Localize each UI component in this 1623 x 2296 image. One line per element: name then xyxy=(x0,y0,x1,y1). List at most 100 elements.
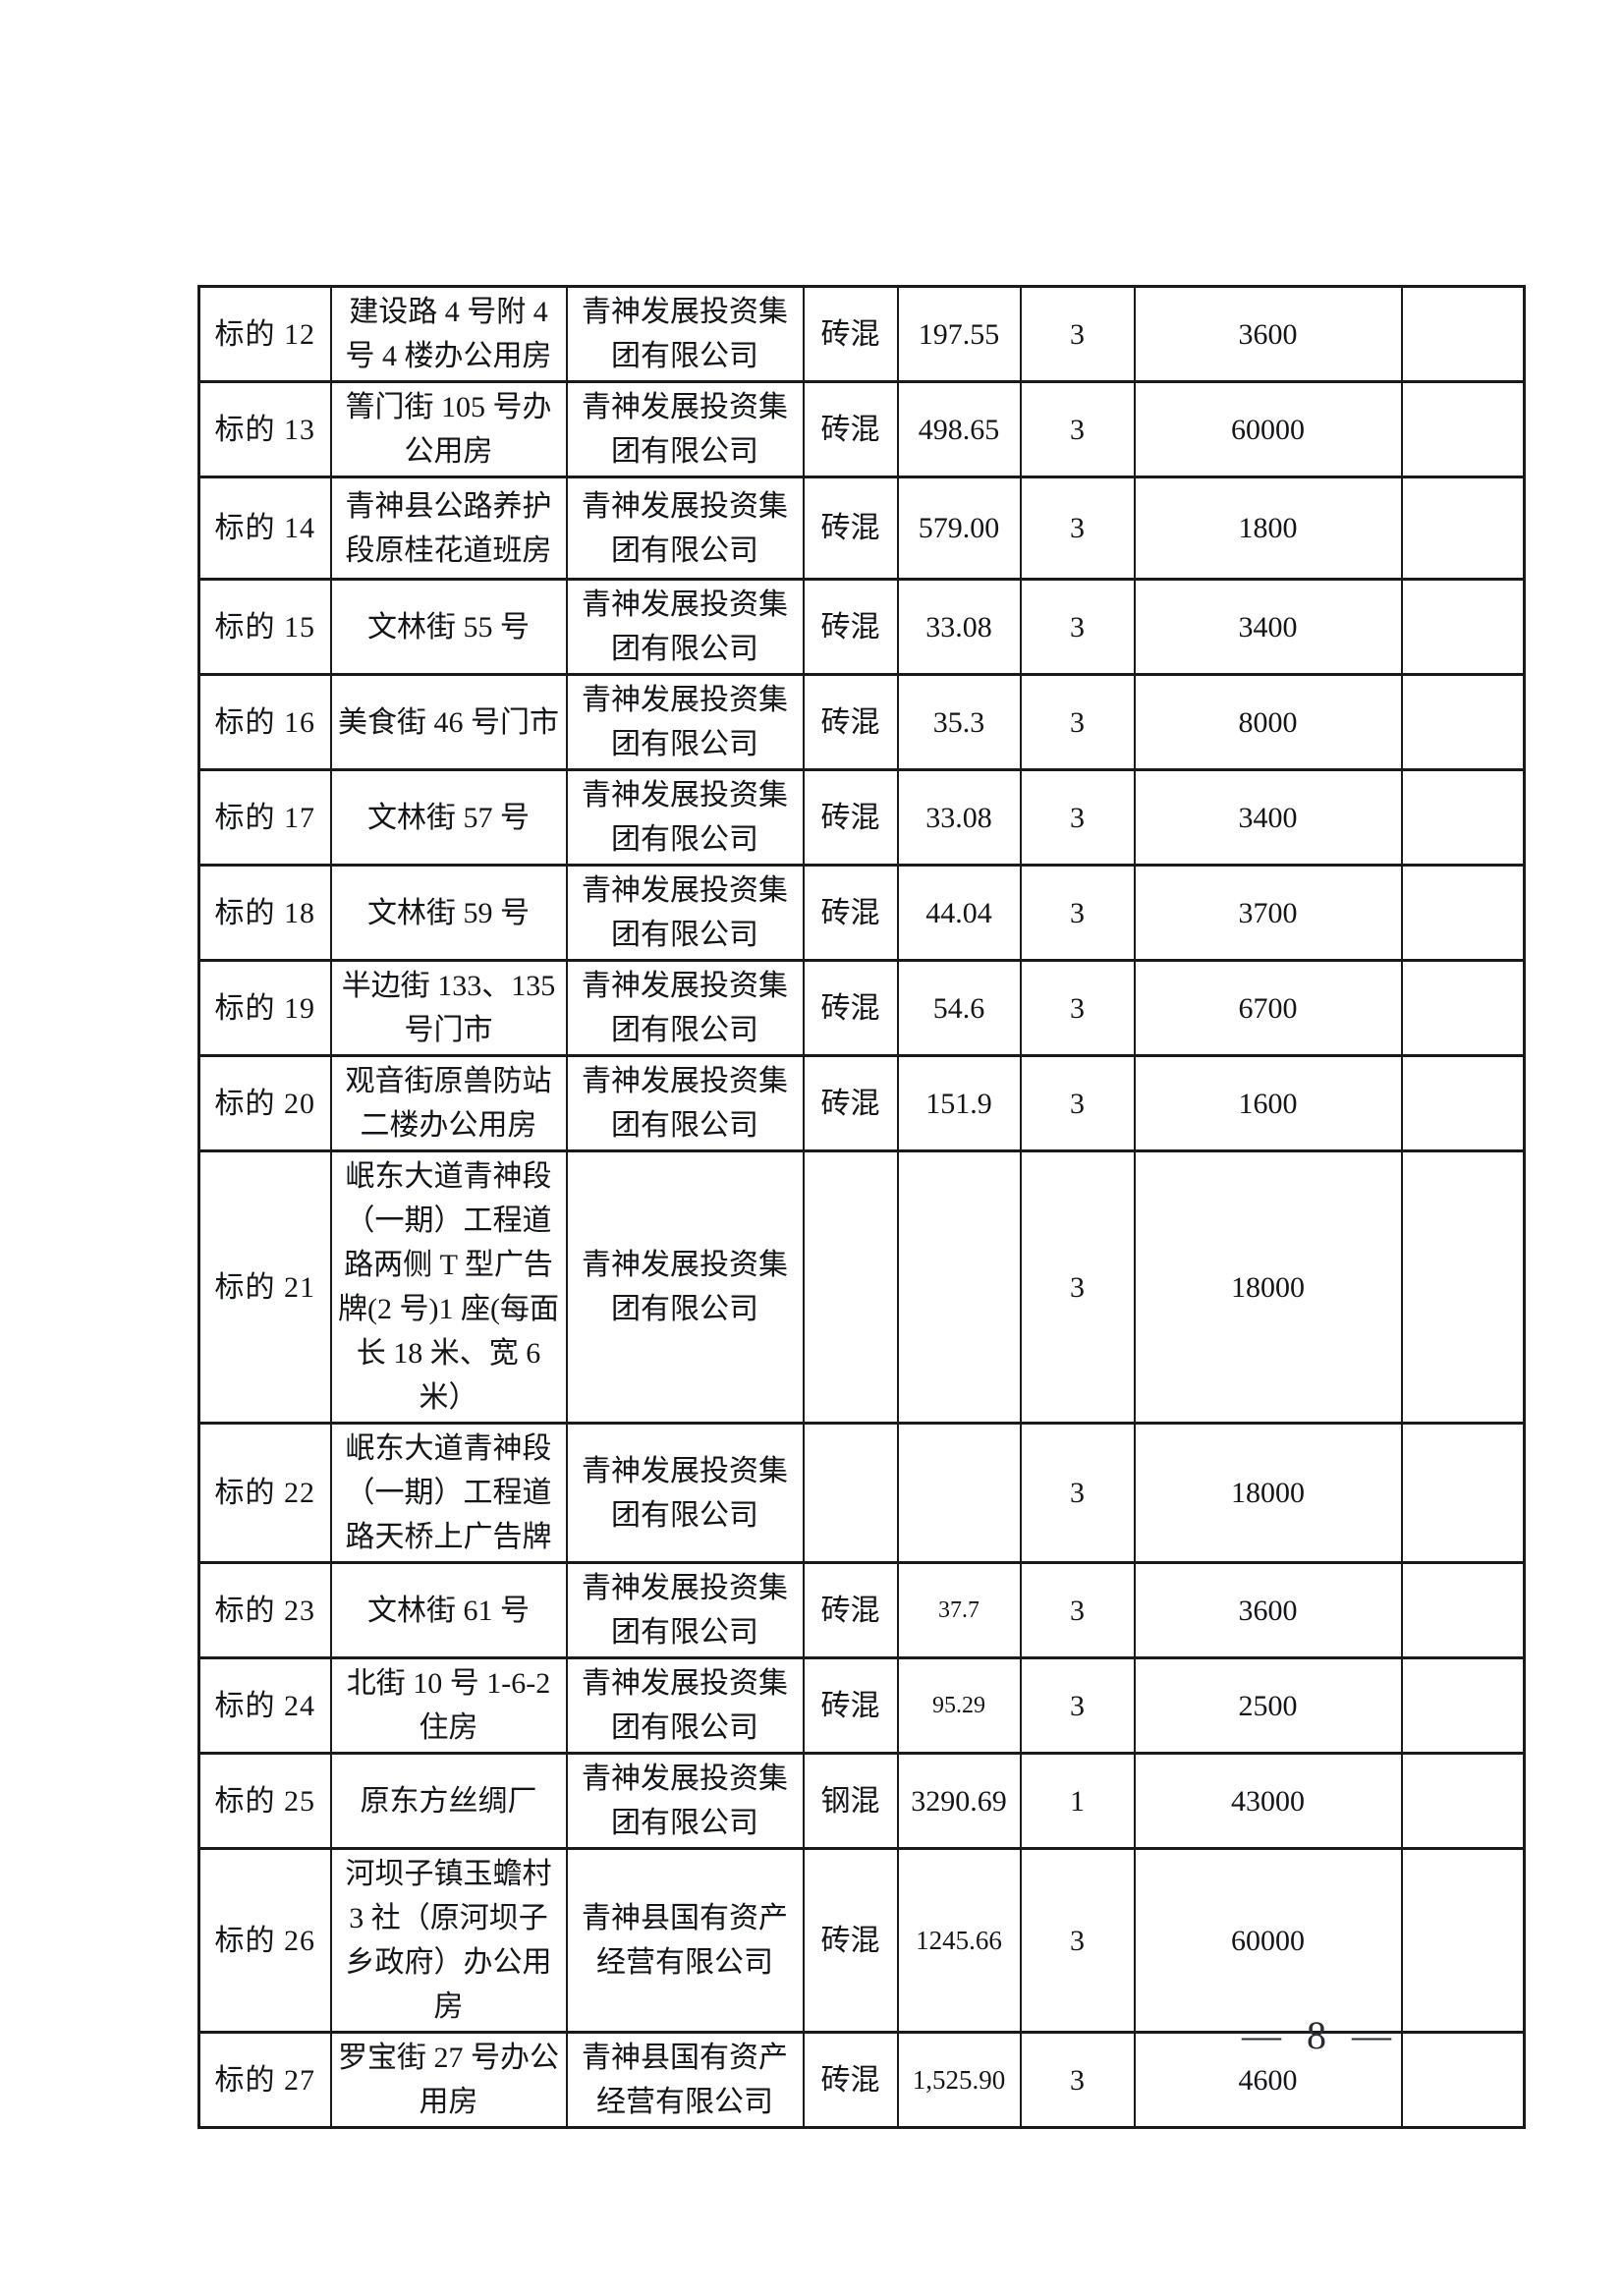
lot-name: 文林街 61 号 xyxy=(329,1561,568,1659)
structure-type xyxy=(802,1149,899,1425)
price: 1600 xyxy=(1133,1054,1403,1152)
owner-company: 青神发展投资集团有限公司 xyxy=(565,768,805,867)
remark xyxy=(1400,476,1526,581)
building-area: 37.7 xyxy=(896,1561,1022,1659)
count: 3 xyxy=(1019,1561,1136,1659)
lot-name: 河坝子镇玉蟾村 3 社（原河坝子乡政府）办公用房 xyxy=(329,1847,568,2034)
remark xyxy=(1400,578,1526,676)
count: 3 xyxy=(1019,476,1136,581)
owner-company: 青神发展投资集团有限公司 xyxy=(565,959,805,1057)
building-area: 95.29 xyxy=(896,1656,1022,1755)
structure-type: 砖混 xyxy=(802,285,899,383)
price: 3600 xyxy=(1133,285,1403,383)
structure-type: 砖混 xyxy=(802,864,899,962)
price: 3400 xyxy=(1133,768,1403,867)
lot-id: 标的 27 xyxy=(197,2031,332,2129)
lot-id: 标的 24 xyxy=(197,1656,332,1755)
remark xyxy=(1400,959,1526,1057)
lot-name: 岷东大道青神段（一期）工程道路两侧 T 型广告牌(2 号)1 座(每面长 18 … xyxy=(329,1149,568,1425)
remark xyxy=(1400,864,1526,962)
structure-type: 砖混 xyxy=(802,1847,899,2034)
lot-id: 标的 19 xyxy=(197,959,332,1057)
lot-id: 标的 12 xyxy=(197,285,332,383)
building-area xyxy=(896,1422,1022,1564)
count: 3 xyxy=(1019,1149,1136,1425)
structure-type: 砖混 xyxy=(802,2031,899,2129)
structure-type: 砖混 xyxy=(802,768,899,867)
structure-type: 砖混 xyxy=(802,673,899,771)
building-area: 197.55 xyxy=(896,285,1022,383)
assets-table-body: 标的 12 建设路 4 号附 4 号 4 楼办公用房 青神发展投资集团有限公司 砖混 1… xyxy=(197,285,1526,2129)
table-row: 标的 17 文林街 57 号青神发展投资集团有限公司 砖混 33.08 3 3400 xyxy=(197,768,1526,867)
owner-company: 青神发展投资集团有限公司 xyxy=(565,1656,805,1755)
price: 3400 xyxy=(1133,578,1403,676)
table-row: 标的 24 北街 10 号 1-6-2 住房 青神发展投资集团有限公司 砖混 95.29… xyxy=(197,1656,1526,1755)
table-row: 标的 12 建设路 4 号附 4 号 4 楼办公用房 青神发展投资集团有限公司 砖混 1… xyxy=(197,285,1526,383)
owner-company: 青神发展投资集团有限公司 xyxy=(565,476,805,581)
structure-type: 钢混 xyxy=(802,1752,899,1850)
remark xyxy=(1400,1656,1526,1755)
owner-company: 青神发展投资集团有限公司 xyxy=(565,864,805,962)
lot-id: 标的 15 xyxy=(197,578,332,676)
lot-id: 标的 17 xyxy=(197,768,332,867)
owner-company: 青神发展投资集团有限公司 xyxy=(565,1422,805,1564)
lot-name: 原东方丝绸厂 xyxy=(329,1752,568,1850)
owner-company: 青神发展投资集团有限公司 xyxy=(565,1752,805,1850)
building-area: 1245.66 xyxy=(896,1847,1022,2034)
lot-id: 标的 16 xyxy=(197,673,332,771)
table-row: 标的 16 美食街 46 号门市 青神发展投资集团有限公司 砖混 35.3 3 8000 xyxy=(197,673,1526,771)
lot-id: 标的 21 xyxy=(197,1149,332,1425)
owner-company: 青神发展投资集团有限公司 xyxy=(565,1149,805,1425)
owner-company: 青神发展投资集团有限公司 xyxy=(565,285,805,383)
price: 18000 xyxy=(1133,1422,1403,1564)
table-row: 标的 27 罗宝街 27 号办公用房 青神县国有资产经营有限公司 砖混 1,525.90… xyxy=(197,2031,1526,2129)
lot-name: 文林街 57 号 xyxy=(329,768,568,867)
lot-id: 标的 20 xyxy=(197,1054,332,1152)
table-row: 标的 26 河坝子镇玉蟾村 3 社（原河坝子乡政府）办公用房 青神县国有资产经营有限… xyxy=(197,1847,1526,2034)
count: 3 xyxy=(1019,959,1136,1057)
remark xyxy=(1400,380,1526,478)
count: 3 xyxy=(1019,1847,1136,2034)
building-area: 44.04 xyxy=(896,864,1022,962)
owner-company: 青神发展投资集团有限公司 xyxy=(565,673,805,771)
structure-type: 砖混 xyxy=(802,1054,899,1152)
lot-name: 观音街原兽防站二楼办公用房 xyxy=(329,1054,568,1152)
owner-company: 青神县国有资产经营有限公司 xyxy=(565,2031,805,2129)
remark xyxy=(1400,1847,1526,2034)
remark xyxy=(1400,285,1526,383)
lot-name: 箐门街 105 号办公用房 xyxy=(329,380,568,478)
count: 3 xyxy=(1019,2031,1136,2129)
count: 3 xyxy=(1019,673,1136,771)
lot-name: 文林街 55 号 xyxy=(329,578,568,676)
owner-company: 青神县国有资产经营有限公司 xyxy=(565,1847,805,2034)
remark xyxy=(1400,673,1526,771)
table-row: 标的 22 岷东大道青神段（一期）工程道路天桥上广告牌 青神发展投资集团有限公司 3 1… xyxy=(197,1422,1526,1564)
structure-type: 砖混 xyxy=(802,1561,899,1659)
lot-name: 建设路 4 号附 4 号 4 楼办公用房 xyxy=(329,285,568,383)
count: 3 xyxy=(1019,768,1136,867)
lot-id: 标的 14 xyxy=(197,476,332,581)
remark xyxy=(1400,1054,1526,1152)
count: 3 xyxy=(1019,1656,1136,1755)
building-area xyxy=(896,1149,1022,1425)
price: 1800 xyxy=(1133,476,1403,581)
table-row: 标的 21 岷东大道青神段（一期）工程道路两侧 T 型广告牌(2 号)1 座(每面… xyxy=(197,1149,1526,1425)
lot-id: 标的 18 xyxy=(197,864,332,962)
structure-type: 砖混 xyxy=(802,1656,899,1755)
structure-type: 砖混 xyxy=(802,959,899,1057)
remark xyxy=(1400,1752,1526,1850)
remark xyxy=(1400,2031,1526,2129)
structure-type: 砖混 xyxy=(802,578,899,676)
table-row: 标的 14 青神县公路养护段原桂花道班房 青神发展投资集团有限公司 砖混 579.00 3… xyxy=(197,476,1526,581)
table-row: 标的 25 原东方丝绸厂 青神发展投资集团有限公司 钢混 3290.69 1 43000 xyxy=(197,1752,1526,1850)
table-row: 标的 19 半边街 133、135 号门市 青神发展投资集团有限公司 砖混 54.6 3 6… xyxy=(197,959,1526,1057)
table-row: 标的 18 文林街 59 号青神发展投资集团有限公司 砖混 44.04 3 3700 xyxy=(197,864,1526,962)
price: 6700 xyxy=(1133,959,1403,1057)
lot-id: 标的 13 xyxy=(197,380,332,478)
price: 4600 xyxy=(1133,2031,1403,2129)
assets-table: 标的 12 建设路 4 号附 4 号 4 楼办公用房 青神发展投资集团有限公司 砖混 1… xyxy=(197,285,1526,2129)
remark xyxy=(1400,1149,1526,1425)
count: 3 xyxy=(1019,1422,1136,1564)
price: 60000 xyxy=(1133,1847,1403,2034)
